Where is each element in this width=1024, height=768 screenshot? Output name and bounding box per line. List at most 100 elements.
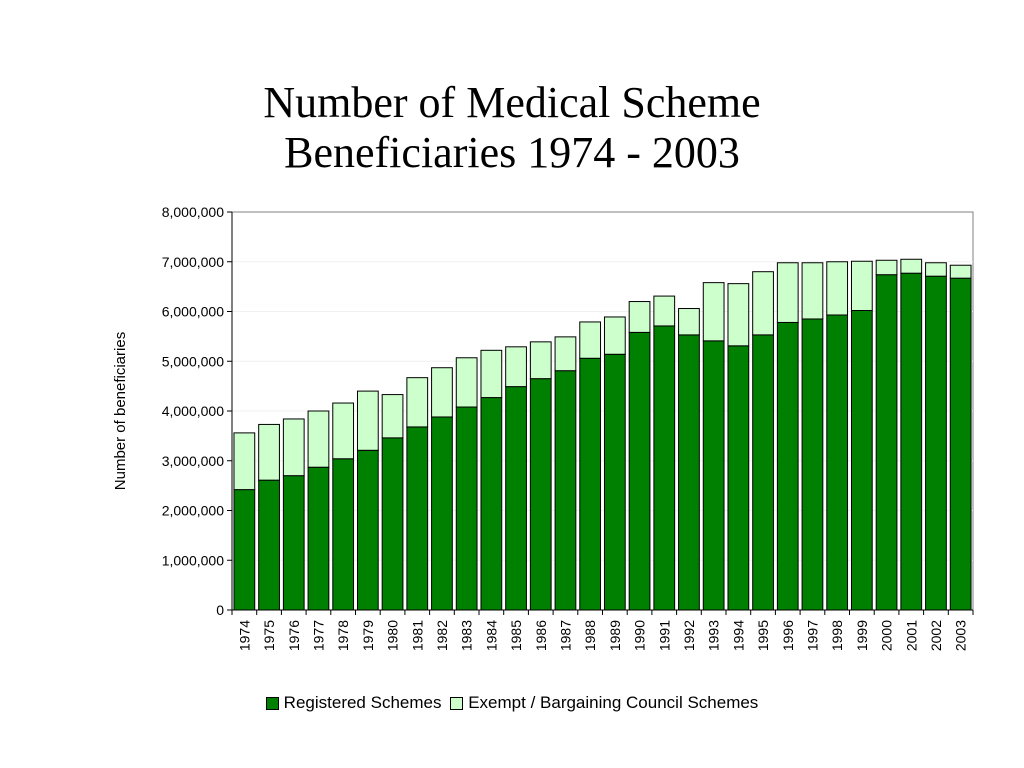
x-tick-label: 1988 (582, 620, 598, 651)
bar-exempt-1989 (603, 316, 626, 355)
bar-exempt-1984 (480, 349, 503, 399)
bar-registered-1983 (455, 406, 478, 611)
bar-exempt-1998 (826, 261, 849, 316)
legend-item-exempt: Exempt / Bargaining Council Schemes (450, 693, 758, 713)
y-tick-labels: 0 1,000,000 2,000,000 3,000,000 4,000,000 5,0… (162, 204, 225, 618)
bar-exempt-1994 (727, 283, 750, 347)
x-tick-label: 1981 (409, 620, 425, 651)
bar-registered-1985 (505, 386, 527, 611)
x-tick-label: 1986 (533, 620, 549, 651)
bar-registered-1994 (727, 345, 750, 611)
bar-exempt-2001 (900, 258, 923, 274)
y-tick-label: 5,000,000 (162, 353, 224, 369)
x-tick-label: 1975 (261, 620, 277, 651)
bar-exempt-1993 (702, 282, 725, 342)
bar-registered-1998 (826, 314, 849, 611)
bar-exempt-2003 (949, 264, 972, 279)
x-tick-label: 2002 (928, 620, 944, 651)
legend-label-exempt: Exempt / Bargaining Council Schemes (468, 693, 759, 712)
y-tick-label: 6,000,000 (162, 304, 224, 320)
legend-item-registered: Registered Schemes (265, 693, 442, 713)
bar-exempt-1977 (307, 410, 330, 468)
x-tick-label: 1996 (780, 620, 796, 651)
x-tick-label: 2003 (953, 620, 969, 651)
x-tick-label: 1999 (854, 620, 870, 651)
bar-registered-1977 (307, 466, 330, 611)
y-tick-label: 4,000,000 (162, 403, 224, 419)
bar-registered-2002 (925, 275, 947, 611)
bar-registered-2003 (949, 277, 972, 611)
x-tick-labels: 1974 1975 1976 1977 1978 1979 1980 1981 1982 1983… (236, 620, 968, 651)
y-tick-label: 1,000,000 (162, 552, 224, 568)
bar-registered-1996 (776, 321, 799, 611)
y-tick-label: 3,000,000 (162, 453, 224, 469)
bar-exempt-1988 (579, 321, 602, 359)
x-tick-label: 1985 (508, 620, 524, 651)
bar-registered-1991 (653, 325, 676, 611)
bar-registered-1979 (356, 449, 379, 611)
bar-registered-1975 (258, 479, 280, 611)
bar-registered-1978 (332, 458, 355, 611)
bar-registered-1987 (554, 370, 577, 611)
gridlines (231, 211, 974, 611)
bar-exempt-2000 (875, 259, 898, 276)
x-tick-label: 1997 (804, 620, 820, 651)
x-tick-label: 1984 (483, 620, 499, 651)
chart-title: Number of Medical Scheme Beneficiaries 1… (0, 78, 1024, 178)
bar-exempt-1987 (554, 336, 577, 372)
bar-exempt-1979 (356, 390, 379, 451)
bar-exempt-1976 (282, 418, 305, 477)
x-tick-label: 1992 (681, 620, 697, 651)
bar-registered-1999 (850, 310, 873, 611)
bar-registered-2000 (875, 274, 898, 611)
x-tick-label: 1979 (360, 620, 376, 651)
bar-registered-1990 (628, 331, 651, 611)
bar-registered-1997 (801, 318, 824, 611)
legend: Registered Schemes Exempt / Bargaining C… (0, 693, 1024, 715)
x-tick-label: 1977 (310, 620, 326, 651)
bar-registered-1984 (480, 397, 503, 611)
bar-exempt-1996 (776, 262, 799, 323)
bar-registered-1986 (529, 378, 552, 611)
x-tick-label: 1998 (829, 620, 845, 651)
x-tick-label: 1990 (632, 620, 648, 651)
bar-registered-1974 (233, 489, 256, 611)
legend-swatch-exempt (450, 696, 464, 710)
bar-exempt-1974 (233, 432, 256, 491)
x-tick-label: 1987 (557, 620, 573, 651)
bar-registered-2001 (900, 272, 923, 611)
y-tick-label: 0 (216, 602, 224, 618)
bar-registered-1995 (752, 334, 774, 611)
x-tick-label: 2001 (903, 620, 919, 651)
bar-registered-1981 (406, 426, 429, 611)
x-tick-label: 1995 (755, 620, 771, 651)
bar-exempt-1978 (332, 402, 355, 460)
y-axis-title: Number of beneficiaries (112, 332, 129, 490)
bar-exempt-1991 (653, 295, 676, 327)
legend-label-registered: Registered Schemes (283, 693, 442, 712)
bar-exempt-1990 (628, 301, 651, 333)
bar-exempt-1983 (455, 357, 478, 408)
legend-swatch-registered (265, 696, 279, 710)
axes (227, 211, 974, 615)
x-tick-label: 1980 (385, 620, 401, 651)
bar-exempt-1999 (850, 260, 873, 311)
bar-exempt-1986 (529, 341, 552, 380)
chart-title-line1: Number of Medical Scheme (263, 78, 761, 127)
bar-registered-1989 (603, 353, 626, 611)
bar-registered-1982 (431, 416, 453, 611)
bar-registered-1980 (381, 437, 404, 611)
chart-title-line2: Beneficiaries 1974 - 2003 (284, 128, 740, 177)
x-tick-label: 1982 (434, 620, 450, 651)
x-tick-label: 1991 (656, 620, 672, 651)
bar-exempt-1985 (505, 346, 527, 388)
bar-exempt-1980 (381, 394, 404, 439)
bar-exempt-1975 (258, 423, 280, 481)
y-tick-label: 2,000,000 (162, 503, 224, 519)
x-tick-label: 2000 (879, 620, 895, 651)
x-tick-label: 1983 (459, 620, 475, 651)
x-tick-label: 1976 (286, 620, 302, 651)
x-tick-label: 1974 (236, 620, 252, 651)
x-tick-label: 1994 (730, 620, 746, 651)
